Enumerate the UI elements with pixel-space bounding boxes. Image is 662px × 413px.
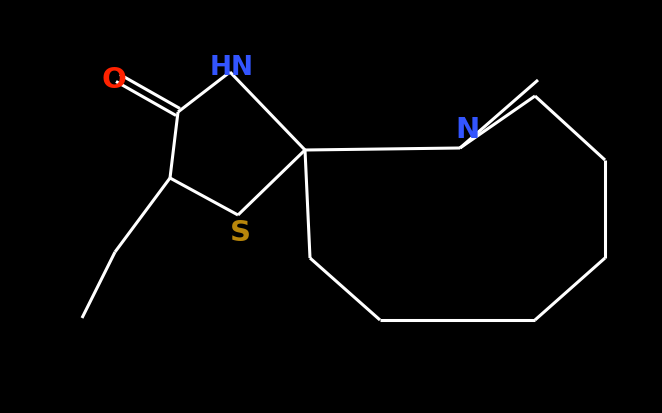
Text: O: O bbox=[101, 66, 126, 94]
Text: S: S bbox=[230, 219, 250, 247]
Text: HN: HN bbox=[210, 55, 254, 81]
Text: N: N bbox=[456, 116, 480, 144]
